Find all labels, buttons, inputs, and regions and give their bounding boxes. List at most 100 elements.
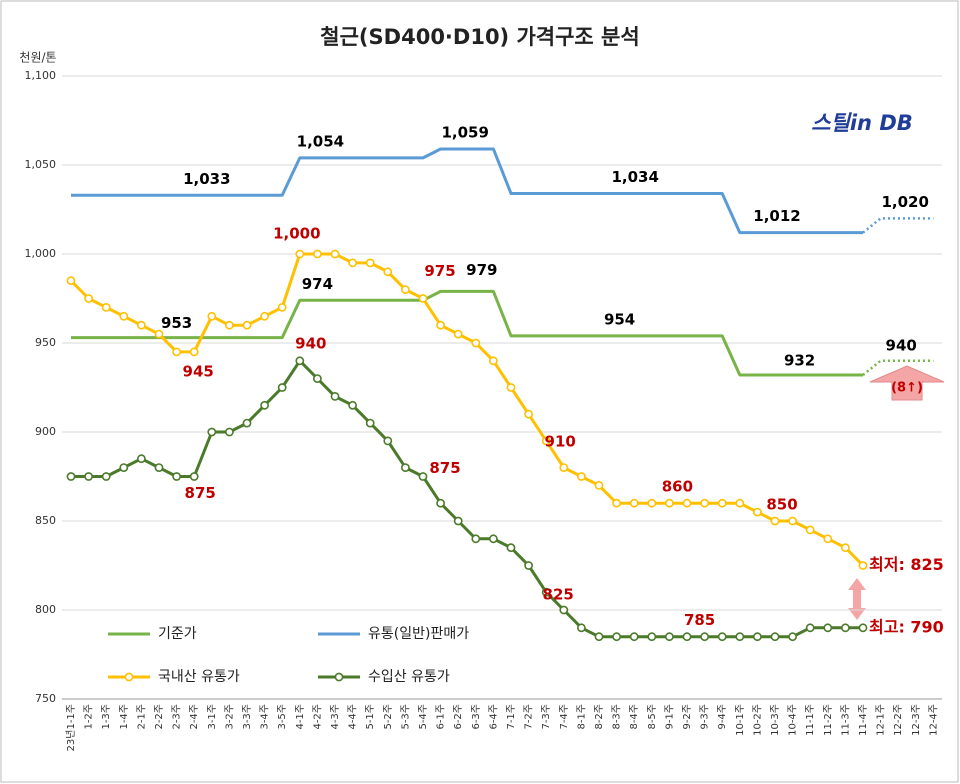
point [524,561,533,570]
point [524,409,533,419]
x-tick-label: 3-2주 [224,704,235,730]
point [577,623,586,633]
data-label: 1,012 [753,207,800,225]
point [841,543,850,553]
x-tick-label: 6-1주 [436,704,447,730]
legend-label: 유통(일반)판매가 [368,626,469,642]
point [823,623,833,633]
point [136,320,146,330]
point [119,463,129,472]
x-tick-label: 12-4주 [928,704,939,736]
data-label: 1,054 [297,132,344,150]
point [717,632,727,642]
x-tick-label: 2-2주 [154,704,165,730]
x-tick-label: 10-3주 [770,704,781,736]
data-label: 최고: 790 [869,617,944,636]
x-tick-label: 10-2주 [752,704,763,736]
y-tick-label: 1,000 [25,247,57,260]
series-line [71,359,863,639]
point [858,623,868,633]
point [330,391,340,401]
point [119,311,129,321]
point [665,632,674,642]
point [242,418,252,428]
point [665,498,674,508]
x-tick-label: 7-3주 [541,704,552,730]
point [717,498,727,508]
y-tick-label: 800 [35,603,56,616]
data-label: 1,034 [611,168,658,186]
point [207,311,217,321]
x-tick-label: 10-4주 [788,704,799,736]
x-tick-label: 2-4주 [189,704,200,730]
point [418,472,428,481]
x-tick-label: 8-2주 [594,704,605,730]
x-tick-label: 23년1-1주 [65,704,77,751]
point [858,561,868,570]
data-label: 875 [185,484,216,502]
x-tick-label: 11-2주 [823,704,834,736]
series-forecast-line [862,359,934,377]
data-label: 850 [766,496,797,514]
point [770,516,780,526]
point [189,472,199,481]
data-label: 1,033 [183,170,230,188]
x-tick-label: 3-3주 [242,704,253,730]
point [559,463,569,472]
point [365,258,375,268]
point [242,320,252,330]
point [277,302,287,312]
point [400,285,410,294]
point [700,632,709,642]
point [224,320,234,330]
x-tick-label: 12-1주 [876,704,887,736]
legend-label: 국내산 유통가 [158,669,240,685]
x-tick-label: 1-4주 [119,704,130,730]
x-tick-label: 4-2주 [312,704,323,730]
x-tick-label: 5-2주 [383,704,394,730]
point [488,356,498,366]
point [136,454,146,464]
data-label: 945 [183,362,214,380]
logo: 스틸in DB [811,111,913,135]
point [506,543,516,553]
point [594,632,604,642]
data-label: 954 [604,310,635,328]
x-tick-label: 12-2주 [893,704,904,736]
point [647,498,657,508]
data-label: 953 [161,314,192,332]
point [66,276,76,286]
y-tick-label: 1,100 [25,69,57,82]
point [700,498,709,508]
arrow-note: (8↑) [891,381,923,396]
y-tick-label: 900 [35,425,56,438]
point [612,632,621,642]
x-tick-label: 5-1주 [365,704,376,730]
point [312,249,322,259]
point [260,400,269,410]
x-tick-label: 9-2주 [682,704,693,730]
data-label: 875 [429,459,460,477]
x-tick-label: 7-4주 [559,704,570,730]
data-label: 932 [784,352,815,370]
point [154,463,164,472]
point [312,374,322,383]
x-tick-label: 12-3주 [911,704,922,736]
data-label: 979 [466,261,497,279]
data-label: 910 [545,432,576,450]
legend-marker [124,672,134,682]
x-tick-label: 7-1주 [506,704,517,730]
y-axis-label: 천원/톤 [19,50,56,65]
data-label: 1,020 [881,193,928,211]
x-tick-label: 9-1주 [664,704,675,730]
legend-label: 기준가 [158,626,197,642]
point [577,472,586,481]
legend-marker [334,672,344,682]
point [647,632,657,642]
series-line [71,147,863,235]
x-tick-label: 11-1주 [805,704,816,736]
point [436,498,445,508]
x-tick-label: 8-3주 [612,704,623,730]
